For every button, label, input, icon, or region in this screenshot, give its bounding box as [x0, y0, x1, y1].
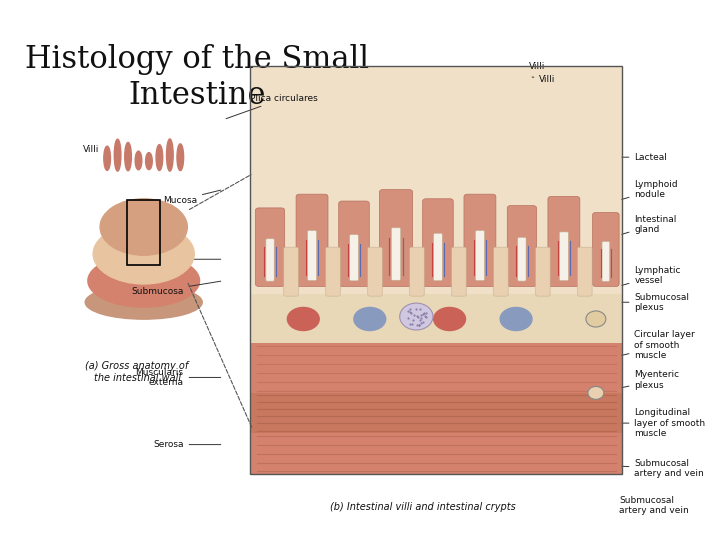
Ellipse shape — [145, 153, 152, 170]
FancyBboxPatch shape — [475, 231, 485, 280]
Text: Villi: Villi — [532, 75, 556, 84]
Ellipse shape — [177, 144, 184, 171]
FancyBboxPatch shape — [602, 241, 610, 281]
Text: Submucosal
plexus: Submucosal plexus — [622, 293, 690, 312]
Text: Lymphatic
vessel: Lymphatic vessel — [622, 266, 681, 285]
FancyBboxPatch shape — [250, 66, 623, 294]
Text: Mucosa: Mucosa — [163, 190, 221, 205]
Ellipse shape — [166, 139, 174, 171]
FancyBboxPatch shape — [266, 239, 274, 281]
Text: Villi: Villi — [529, 62, 546, 71]
Text: Serosa: Serosa — [153, 440, 221, 449]
Bar — [127, 200, 161, 265]
FancyBboxPatch shape — [494, 247, 508, 296]
FancyBboxPatch shape — [250, 433, 623, 474]
FancyBboxPatch shape — [548, 197, 580, 286]
FancyBboxPatch shape — [451, 247, 466, 296]
FancyBboxPatch shape — [296, 194, 328, 286]
FancyBboxPatch shape — [250, 294, 623, 343]
FancyBboxPatch shape — [250, 343, 623, 393]
Ellipse shape — [88, 254, 199, 307]
Text: Histology of the Small
Intestine: Histology of the Small Intestine — [25, 44, 369, 111]
Text: Villi: Villi — [83, 145, 99, 153]
FancyBboxPatch shape — [307, 231, 317, 280]
Ellipse shape — [104, 146, 110, 170]
Ellipse shape — [114, 139, 121, 171]
FancyBboxPatch shape — [508, 206, 536, 286]
FancyBboxPatch shape — [577, 247, 592, 296]
Text: Lacteal: Lacteal — [622, 153, 667, 161]
FancyBboxPatch shape — [350, 235, 359, 281]
FancyBboxPatch shape — [256, 208, 284, 286]
Ellipse shape — [85, 285, 202, 319]
Text: Submucosal
artery and vein: Submucosal artery and vein — [622, 459, 704, 478]
Ellipse shape — [500, 307, 533, 331]
Ellipse shape — [135, 151, 142, 170]
FancyBboxPatch shape — [284, 247, 298, 296]
Circle shape — [586, 311, 606, 327]
Text: Circular layer
of smooth
muscle: Circular layer of smooth muscle — [622, 330, 696, 360]
Ellipse shape — [433, 307, 467, 331]
Text: Muscularis
externa: Muscularis externa — [135, 368, 221, 387]
Ellipse shape — [354, 307, 387, 331]
FancyBboxPatch shape — [250, 393, 623, 433]
Text: Submucosa: Submucosa — [131, 281, 221, 296]
FancyBboxPatch shape — [325, 247, 341, 296]
FancyBboxPatch shape — [379, 190, 413, 286]
Text: Myenteric
plexus: Myenteric plexus — [622, 370, 680, 390]
Text: Longitudinal
layer of smooth
muscle: Longitudinal layer of smooth muscle — [622, 408, 706, 438]
Bar — [250, 66, 623, 474]
FancyBboxPatch shape — [410, 247, 424, 296]
Text: (b) Intestinal villi and intestinal crypts: (b) Intestinal villi and intestinal cryp… — [330, 502, 516, 512]
FancyBboxPatch shape — [368, 247, 382, 296]
FancyBboxPatch shape — [593, 212, 619, 286]
Ellipse shape — [156, 145, 163, 171]
FancyBboxPatch shape — [559, 232, 568, 281]
Circle shape — [400, 303, 433, 330]
Ellipse shape — [287, 307, 320, 331]
FancyBboxPatch shape — [338, 201, 369, 286]
Text: Plica circulares: Plica circulares — [226, 93, 318, 119]
Text: Lymphoid
nodule: Lymphoid nodule — [622, 180, 678, 199]
FancyBboxPatch shape — [433, 233, 442, 281]
FancyBboxPatch shape — [518, 238, 526, 281]
FancyBboxPatch shape — [464, 194, 496, 286]
FancyBboxPatch shape — [423, 199, 454, 286]
Circle shape — [588, 387, 604, 400]
FancyBboxPatch shape — [392, 228, 400, 280]
Text: Muscularis
mucosae: Muscularis mucosae — [135, 249, 221, 269]
Ellipse shape — [100, 199, 187, 255]
Text: (a) Gross anatomy of
the intestinal wall: (a) Gross anatomy of the intestinal wall — [86, 361, 189, 383]
Ellipse shape — [93, 224, 194, 284]
Text: Intestinal
gland: Intestinal gland — [622, 214, 677, 234]
FancyBboxPatch shape — [536, 247, 550, 296]
Ellipse shape — [125, 143, 131, 171]
Text: Submucosal
artery and vein: Submucosal artery and vein — [619, 496, 689, 515]
